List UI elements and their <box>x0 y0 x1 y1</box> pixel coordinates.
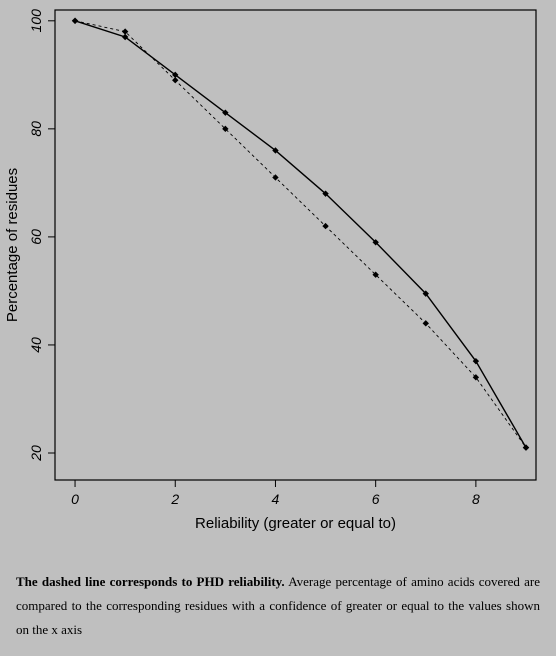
marker-dashed <box>523 444 529 450</box>
y-tick-label: 40 <box>28 337 44 353</box>
plot-border <box>55 10 536 480</box>
series-dashed <box>75 21 526 448</box>
figure-caption: The dashed line corresponds to PHD relia… <box>0 556 556 656</box>
marker-dashed <box>272 174 278 180</box>
chart-container: 0 2 4 6 8 20 40 60 80 100 Reliability (greater or … <box>0 0 556 556</box>
y-tick-label: 80 <box>28 121 44 137</box>
reliability-chart: 0 2 4 6 8 20 40 60 80 100 Reliability (greater or … <box>0 0 556 556</box>
x-tick-label: 0 <box>71 491 79 507</box>
series-solid <box>75 21 526 448</box>
y-tick-label: 60 <box>28 229 44 245</box>
x-tick-label: 4 <box>272 491 280 507</box>
x-tick-label: 2 <box>170 491 179 507</box>
marker-dashed <box>172 77 178 83</box>
y-axis-label: Percentage of residues <box>4 168 21 322</box>
x-axis-label: Reliability (greater or equal to) <box>195 515 396 532</box>
y-tick-label: 100 <box>28 9 44 33</box>
caption-lead: The dashed line corresponds to PHD relia… <box>16 574 285 589</box>
x-tick-label: 8 <box>472 491 480 507</box>
marker-dashed <box>423 320 429 326</box>
marker-dashed <box>72 18 78 24</box>
marker-dashed <box>322 223 328 229</box>
y-tick-label: 20 <box>28 445 44 462</box>
x-tick-label: 6 <box>372 491 380 507</box>
